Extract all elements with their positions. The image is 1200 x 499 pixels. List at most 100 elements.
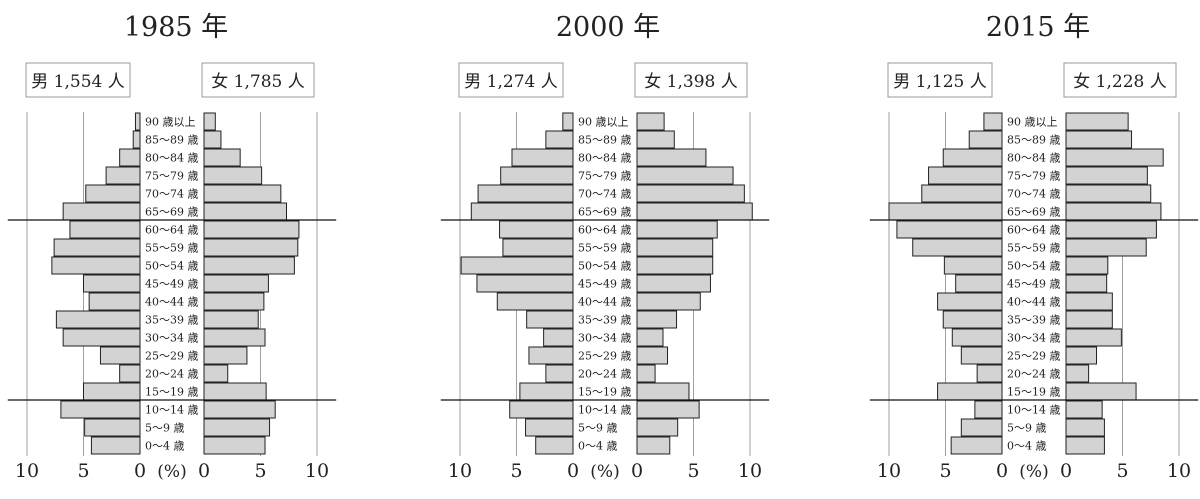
tick-label-male: 10 bbox=[15, 460, 39, 482]
bar-female-1 bbox=[1065, 130, 1133, 149]
male-total-label: 男 1,274 人 bbox=[464, 72, 557, 92]
tick-label-female: 0 bbox=[631, 460, 643, 482]
bar-female-2 bbox=[203, 148, 241, 167]
bar-female-3 bbox=[636, 166, 734, 185]
bar-male-9 bbox=[83, 274, 141, 293]
age-label: 10～14 歳 bbox=[578, 404, 632, 417]
bar-female-13 bbox=[203, 346, 248, 365]
bar-male-10 bbox=[937, 292, 1003, 311]
bar-female-17 bbox=[1065, 418, 1105, 437]
age-label: 80～84 歳 bbox=[145, 152, 199, 165]
bar-male-18 bbox=[950, 436, 1003, 455]
bar-male-11 bbox=[526, 310, 574, 329]
age-label: 65～69 歳 bbox=[1007, 206, 1061, 219]
bar-male-5 bbox=[470, 202, 574, 221]
bar-female-16 bbox=[1065, 400, 1103, 419]
bar-female-18 bbox=[203, 436, 266, 455]
bar-female-14 bbox=[1065, 364, 1090, 383]
chart-title: 1985 年 bbox=[124, 12, 228, 43]
age-label: 5～9 歳 bbox=[1007, 422, 1047, 435]
male-total-label: 男 1,125 人 bbox=[893, 72, 986, 92]
age-label: 60～64 歳 bbox=[1007, 224, 1061, 237]
bar-female-0 bbox=[203, 112, 216, 131]
bar-male-11 bbox=[942, 310, 1003, 329]
tick-label-female: 10 bbox=[305, 460, 329, 482]
bar-male-4 bbox=[477, 184, 574, 203]
age-label: 40～44 歳 bbox=[578, 296, 632, 309]
age-label: 15～19 歳 bbox=[145, 386, 199, 399]
bar-female-7 bbox=[203, 238, 299, 257]
bar-female-1 bbox=[636, 130, 675, 149]
bar-female-8 bbox=[636, 256, 714, 275]
bar-female-7 bbox=[1065, 238, 1147, 257]
bar-male-3 bbox=[500, 166, 574, 185]
bar-male-11 bbox=[55, 310, 141, 329]
bar-female-15 bbox=[636, 382, 690, 401]
bar-female-3 bbox=[203, 166, 263, 185]
bar-female-15 bbox=[203, 382, 267, 401]
age-label: 0～4 歳 bbox=[145, 440, 185, 453]
age-label: 75～79 歳 bbox=[1007, 170, 1061, 183]
bar-male-13 bbox=[99, 346, 141, 365]
bar-female-14 bbox=[203, 364, 229, 383]
age-label: 20～24 歳 bbox=[1007, 368, 1061, 381]
tick-label-female: 5 bbox=[1116, 460, 1128, 482]
bar-female-9 bbox=[203, 274, 269, 293]
bar-male-16 bbox=[509, 400, 574, 419]
tick-label-male: 5 bbox=[939, 460, 951, 482]
bar-male-12 bbox=[543, 328, 574, 347]
age-label: 50～54 歳 bbox=[1007, 260, 1061, 273]
age-label: 35～39 歳 bbox=[578, 314, 632, 327]
age-label: 85～89 歳 bbox=[145, 134, 199, 147]
female-label-box bbox=[1063, 62, 1177, 98]
age-label: 75～79 歳 bbox=[578, 170, 632, 183]
male-total-label: 男 1,554 人 bbox=[31, 72, 124, 92]
tick-label-male: 0 bbox=[134, 460, 146, 482]
bar-male-14 bbox=[976, 364, 1003, 383]
tick-label-male: 0 bbox=[996, 460, 1008, 482]
unit-label: (%) bbox=[590, 462, 619, 482]
age-label: 30～34 歳 bbox=[145, 332, 199, 345]
unit-label: (%) bbox=[1019, 462, 1048, 482]
bar-female-12 bbox=[636, 328, 664, 347]
bar-male-2 bbox=[119, 148, 141, 167]
bar-female-4 bbox=[203, 184, 282, 203]
age-label: 90 歳以上 bbox=[1007, 116, 1058, 129]
age-label: 80～84 歳 bbox=[578, 152, 632, 165]
bar-female-9 bbox=[1065, 274, 1108, 293]
age-label: 55～59 歳 bbox=[1007, 242, 1061, 255]
bar-male-15 bbox=[83, 382, 141, 401]
bar-male-6 bbox=[69, 220, 141, 239]
bar-female-9 bbox=[636, 274, 711, 293]
unit-label: (%) bbox=[157, 462, 186, 482]
age-label: 70～74 歳 bbox=[1007, 188, 1061, 201]
age-label: 35～39 歳 bbox=[145, 314, 199, 327]
tick-label-male: 0 bbox=[567, 460, 579, 482]
bar-male-1 bbox=[545, 130, 574, 149]
tick-label-male: 5 bbox=[77, 460, 89, 482]
bar-male-9 bbox=[476, 274, 574, 293]
bar-female-0 bbox=[636, 112, 665, 131]
bar-male-7 bbox=[912, 238, 1003, 257]
tick-label-male: 10 bbox=[877, 460, 901, 482]
bar-female-5 bbox=[203, 202, 287, 221]
bar-female-2 bbox=[1065, 148, 1164, 167]
bar-female-15 bbox=[1065, 382, 1137, 401]
age-label: 25～29 歳 bbox=[578, 350, 632, 363]
bar-female-18 bbox=[636, 436, 671, 455]
bar-male-7 bbox=[53, 238, 141, 257]
bar-male-1 bbox=[968, 130, 1003, 149]
age-label: 20～24 歳 bbox=[145, 368, 199, 381]
bar-male-17 bbox=[960, 418, 1003, 437]
bar-female-10 bbox=[1065, 292, 1113, 311]
tick-label-female: 10 bbox=[738, 460, 762, 482]
age-label: 65～69 歳 bbox=[578, 206, 632, 219]
bar-male-0 bbox=[983, 112, 1003, 131]
age-label: 65～69 歳 bbox=[145, 206, 199, 219]
bar-female-18 bbox=[1065, 436, 1105, 455]
bar-male-9 bbox=[955, 274, 1003, 293]
tick-label-male: 5 bbox=[510, 460, 522, 482]
bar-male-0 bbox=[134, 112, 141, 131]
